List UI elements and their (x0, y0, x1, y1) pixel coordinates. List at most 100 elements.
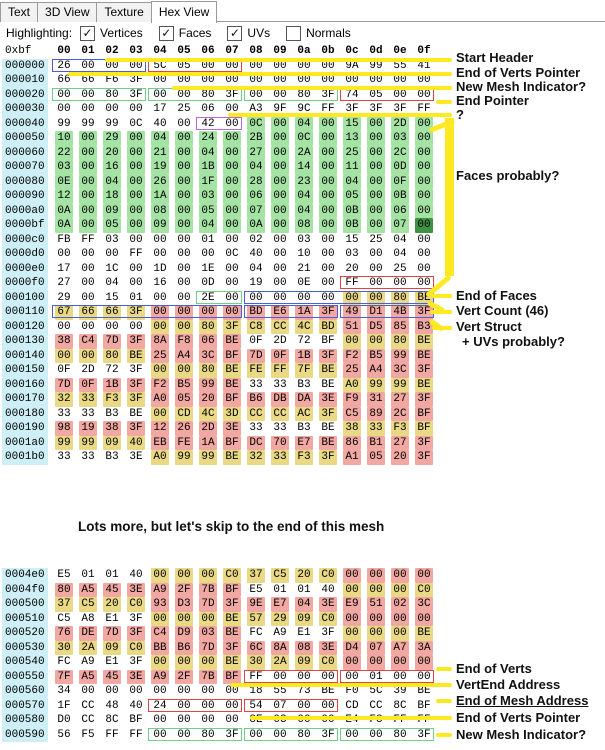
hex-byte[interactable]: 04 (393, 233, 407, 246)
hex-byte[interactable]: A9 (151, 669, 169, 684)
hex-byte[interactable]: E7 (271, 597, 289, 612)
hex-byte[interactable]: C0 (127, 640, 145, 655)
hex-byte[interactable]: 3F (369, 103, 383, 115)
hex-byte[interactable]: 80 (201, 88, 215, 101)
hex-byte[interactable]: 00 (415, 131, 433, 146)
hex-byte[interactable]: BE (223, 363, 241, 378)
hex-byte[interactable]: 00 (151, 655, 169, 670)
hex-byte[interactable]: BE (223, 655, 241, 670)
hex-byte[interactable]: 03 (199, 189, 217, 204)
hex-byte[interactable]: 99 (105, 117, 119, 130)
hex-byte[interactable]: 00 (127, 174, 145, 189)
hex-byte[interactable]: 20 (103, 597, 121, 612)
hex-byte[interactable]: 00 (177, 277, 191, 289)
hex-byte[interactable]: 05 (175, 392, 193, 407)
hex-byte[interactable]: 12 (55, 189, 73, 204)
hex-byte[interactable]: 00 (417, 277, 431, 289)
hex-byte[interactable]: 04 (199, 218, 217, 233)
hex-byte[interactable]: 7D (199, 640, 217, 655)
hex-byte[interactable]: 00 (271, 145, 289, 160)
hex-byte[interactable]: 89 (367, 406, 385, 421)
hex-byte[interactable]: 3E (319, 392, 337, 407)
hex-byte[interactable]: 00 (391, 611, 409, 626)
hex-byte[interactable]: 1B (103, 377, 121, 392)
hex-byte[interactable]: B3 (105, 451, 119, 463)
hex-byte[interactable]: 00 (129, 262, 143, 275)
hex-byte[interactable]: 05 (103, 218, 121, 233)
hex-byte[interactable]: 27 (391, 435, 409, 450)
hex-byte[interactable]: F0 (345, 685, 359, 697)
hex-byte[interactable]: 40 (153, 117, 167, 130)
hex-byte[interactable]: CD (345, 699, 359, 712)
hex-byte[interactable]: 99 (391, 377, 409, 392)
hex-byte[interactable]: 0C (129, 117, 143, 130)
hex-byte[interactable]: 00 (127, 131, 145, 146)
hex-byte[interactable]: B1 (367, 435, 385, 450)
hex-byte[interactable]: 00 (57, 320, 71, 333)
hex-byte[interactable]: 00 (415, 203, 433, 218)
hex-byte[interactable]: 00 (321, 59, 335, 72)
hex-byte[interactable]: 04 (199, 145, 217, 160)
hex-byte[interactable]: 00 (175, 203, 193, 218)
hex-byte[interactable]: 45 (103, 669, 121, 684)
hex-byte[interactable]: C5 (57, 612, 71, 625)
hex-byte[interactable]: 00 (273, 59, 287, 72)
hex-byte[interactable]: A0 (343, 377, 361, 392)
hex-byte[interactable]: 00 (223, 131, 241, 146)
hex-byte[interactable]: A9 (151, 582, 169, 597)
hex-byte[interactable]: 03 (297, 233, 311, 246)
hex-byte[interactable]: 72 (297, 335, 311, 347)
hex-byte[interactable]: 00 (321, 670, 335, 683)
hex-byte[interactable]: 8A (271, 640, 289, 655)
hex-byte[interactable]: 00 (271, 131, 289, 146)
hex-byte[interactable]: BE (321, 685, 335, 697)
hex-byte[interactable]: 0C (225, 248, 239, 260)
hex-byte[interactable]: 3F (319, 305, 337, 320)
hex-byte[interactable]: 2D (273, 335, 287, 347)
hex-byte[interactable]: 33 (273, 422, 287, 434)
hex-byte[interactable]: 3F (393, 103, 407, 115)
hex-byte[interactable]: 00 (129, 277, 143, 289)
hex-byte[interactable]: 9F (273, 103, 287, 115)
hex-byte[interactable]: 24 (153, 699, 167, 712)
hex-byte[interactable]: 00 (175, 189, 193, 204)
hex-byte[interactable]: 00 (105, 248, 119, 260)
hex-byte[interactable]: 00 (321, 233, 335, 246)
hex-byte[interactable]: BF (415, 421, 433, 436)
hex-byte[interactable]: 14 (295, 160, 313, 175)
hex-byte[interactable]: 25 (343, 145, 361, 160)
hex-byte[interactable]: 00 (153, 74, 167, 86)
hex-byte[interactable]: D0 (57, 714, 71, 726)
hex-byte[interactable]: 00 (367, 203, 385, 218)
hex-byte[interactable]: BE (223, 334, 241, 349)
hex-byte[interactable]: 21 (151, 145, 169, 160)
hex-byte[interactable]: 03 (391, 131, 409, 146)
hex-byte[interactable]: 00 (343, 568, 361, 583)
hex-byte[interactable]: E9 (343, 597, 361, 612)
hex-byte[interactable]: BE (415, 626, 433, 641)
hex-byte[interactable]: 00 (153, 685, 167, 697)
hex-byte[interactable]: 55 (273, 685, 287, 697)
hex-byte[interactable]: 3F (129, 88, 143, 101)
checkbox-vertices[interactable]: ✓ Vertices (80, 25, 143, 41)
hex-byte[interactable]: 04 (295, 203, 313, 218)
hex-byte[interactable]: A4 (175, 348, 193, 363)
hex-byte[interactable]: 99 (81, 117, 95, 130)
hex-byte[interactable]: 00 (151, 568, 169, 583)
hex-byte[interactable]: F2 (151, 377, 169, 392)
hex-byte[interactable]: 00 (199, 655, 217, 670)
hex-byte[interactable]: 00 (151, 305, 169, 320)
hex-byte[interactable]: BF (417, 699, 431, 712)
hex-byte[interactable]: 00 (177, 728, 191, 741)
hex-byte[interactable]: 80 (391, 334, 409, 349)
hex-byte[interactable]: D5 (367, 319, 385, 334)
hex-byte[interactable]: 1B (295, 348, 313, 363)
hex-byte[interactable]: 25 (151, 348, 169, 363)
hex-byte[interactable]: 00 (175, 218, 193, 233)
hex-byte[interactable]: 00 (175, 145, 193, 160)
hex-byte[interactable]: 0A (247, 218, 265, 233)
hex-byte[interactable]: 33 (367, 421, 385, 436)
hex-byte[interactable]: 00 (127, 189, 145, 204)
hex-byte[interactable]: 00 (391, 582, 409, 597)
hex-byte[interactable]: E1 (297, 627, 311, 639)
